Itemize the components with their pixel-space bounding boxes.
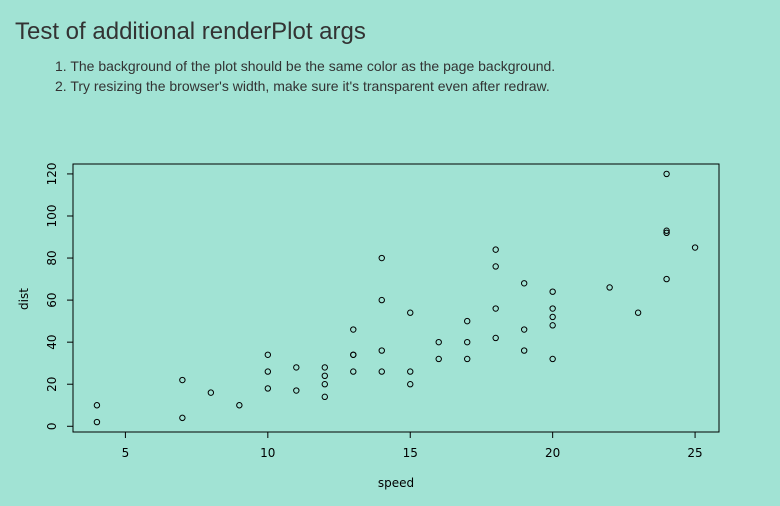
data-point xyxy=(236,402,243,409)
data-point xyxy=(549,305,556,312)
y-tick-label: 100 xyxy=(45,205,59,228)
data-point xyxy=(634,309,642,316)
scatter-plot: 5 10 15 20 25 0 20 40 60 80 100 120 speed dist xyxy=(0,150,780,506)
x-tick-label: 20 xyxy=(545,446,560,460)
data-point xyxy=(321,364,328,371)
data-point xyxy=(520,347,528,354)
data-point xyxy=(464,355,471,363)
data-point xyxy=(464,317,471,325)
data-point xyxy=(663,170,670,178)
data-point xyxy=(264,368,272,375)
x-tick-label: 25 xyxy=(687,446,702,460)
x-tick-label: 5 xyxy=(122,446,130,460)
data-point xyxy=(549,322,556,329)
data-point xyxy=(378,368,385,375)
data-point xyxy=(378,296,385,304)
data-point xyxy=(350,351,357,358)
data-point xyxy=(207,389,215,396)
data-point xyxy=(492,246,499,253)
y-tick-label: 120 xyxy=(45,162,59,185)
data-point xyxy=(606,284,613,291)
page-title: Test of additional renderPlot args xyxy=(15,18,366,45)
data-point xyxy=(549,355,556,363)
data-points xyxy=(93,170,699,426)
data-point xyxy=(321,393,328,401)
x-tick-label: 10 xyxy=(260,446,275,460)
instruction-item: 2. Try resizing the browser's width, mak… xyxy=(55,78,550,94)
data-point xyxy=(378,347,385,354)
data-point xyxy=(663,227,670,234)
data-point xyxy=(264,385,272,392)
data-point xyxy=(93,402,101,409)
data-point xyxy=(492,334,499,342)
data-point xyxy=(179,376,186,384)
data-point xyxy=(179,414,186,422)
y-tick-label: 80 xyxy=(45,250,59,265)
instructions-list: 1. The background of the plot should be … xyxy=(55,56,555,96)
y-axis-title: dist xyxy=(17,288,31,310)
data-point xyxy=(407,381,414,388)
data-point xyxy=(663,275,670,283)
data-point xyxy=(435,338,442,346)
x-tick-label: 15 xyxy=(403,446,418,460)
data-point xyxy=(691,244,699,251)
data-point xyxy=(464,338,471,346)
data-point xyxy=(492,305,499,312)
data-point xyxy=(549,288,556,295)
y-tick-label: 20 xyxy=(45,377,59,392)
data-point xyxy=(520,280,528,287)
data-point xyxy=(407,309,414,316)
data-point xyxy=(520,326,528,333)
x-axis-title: speed xyxy=(378,476,414,490)
data-point xyxy=(492,263,499,270)
y-tick-label: 60 xyxy=(45,292,59,307)
data-point xyxy=(321,372,328,380)
data-point xyxy=(93,418,101,426)
data-point xyxy=(293,364,300,371)
y-axis: 0 20 40 60 80 100 120 xyxy=(45,162,74,430)
y-tick-label: 40 xyxy=(45,335,59,350)
y-tick-label: 0 xyxy=(45,422,59,430)
instruction-item: 1. The background of the plot should be … xyxy=(55,58,556,74)
data-point xyxy=(350,326,357,333)
plot-box xyxy=(72,163,720,433)
data-point xyxy=(549,313,556,321)
data-point xyxy=(350,368,357,375)
data-point xyxy=(321,381,328,388)
data-point xyxy=(378,254,385,262)
data-point xyxy=(293,387,300,394)
data-point xyxy=(407,368,414,375)
plot-svg: 5 10 15 20 25 0 20 40 60 80 100 120 speed dist xyxy=(17,162,720,490)
data-point xyxy=(663,229,670,237)
data-point xyxy=(435,355,442,363)
x-axis: 5 10 15 20 25 xyxy=(122,431,703,460)
data-point xyxy=(264,351,272,358)
